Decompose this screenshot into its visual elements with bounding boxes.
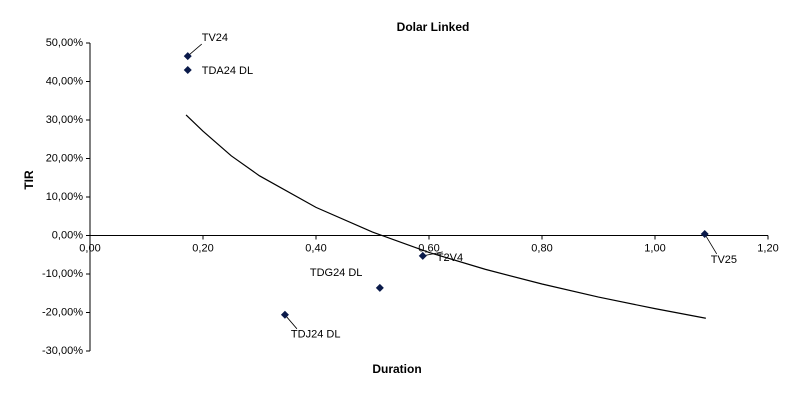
trend-line <box>185 114 706 319</box>
y-tick-label: -20,00% <box>42 306 83 318</box>
y-tick-label: 50,00% <box>46 37 84 49</box>
leader-line <box>187 43 203 57</box>
x-tick-label: 0,80 <box>531 242 552 254</box>
point <box>375 283 384 292</box>
leader-line <box>704 233 718 255</box>
chart-title: Dolar Linked <box>397 20 470 34</box>
point <box>280 310 289 319</box>
y-tick-label: 30,00% <box>46 114 84 126</box>
point-label: TDJ24 DL <box>291 329 341 341</box>
point <box>183 65 192 74</box>
y-tick-label: -10,00% <box>42 268 83 280</box>
point-label: TV24 <box>202 32 228 44</box>
point-label: TV25 <box>711 254 737 266</box>
leader-line <box>284 314 298 330</box>
y-axis-label: TIR <box>22 170 36 190</box>
y-tick-label: 0,00% <box>52 229 83 241</box>
x-tick-label: 1,00 <box>644 242 665 254</box>
y-tick-label: -30,00% <box>42 345 83 357</box>
y-tick-label: 10,00% <box>46 191 84 203</box>
x-tick-label: 0,60 <box>418 242 439 254</box>
y-tick-label: 40,00% <box>46 75 84 87</box>
x-tick-label: 0,00 <box>79 242 100 254</box>
point-label: TDG24 DL <box>310 267 363 279</box>
x-tick-label: 0,40 <box>305 242 326 254</box>
x-axis-label: Duration <box>372 362 421 376</box>
x-tick-label: 1,20 <box>757 242 778 254</box>
point <box>183 52 192 61</box>
point <box>700 229 709 238</box>
point <box>418 251 427 260</box>
y-tick-label: 20,00% <box>46 152 84 164</box>
x-tick-label: 0,20 <box>192 242 213 254</box>
point-label: TDA24 DL <box>202 65 253 77</box>
